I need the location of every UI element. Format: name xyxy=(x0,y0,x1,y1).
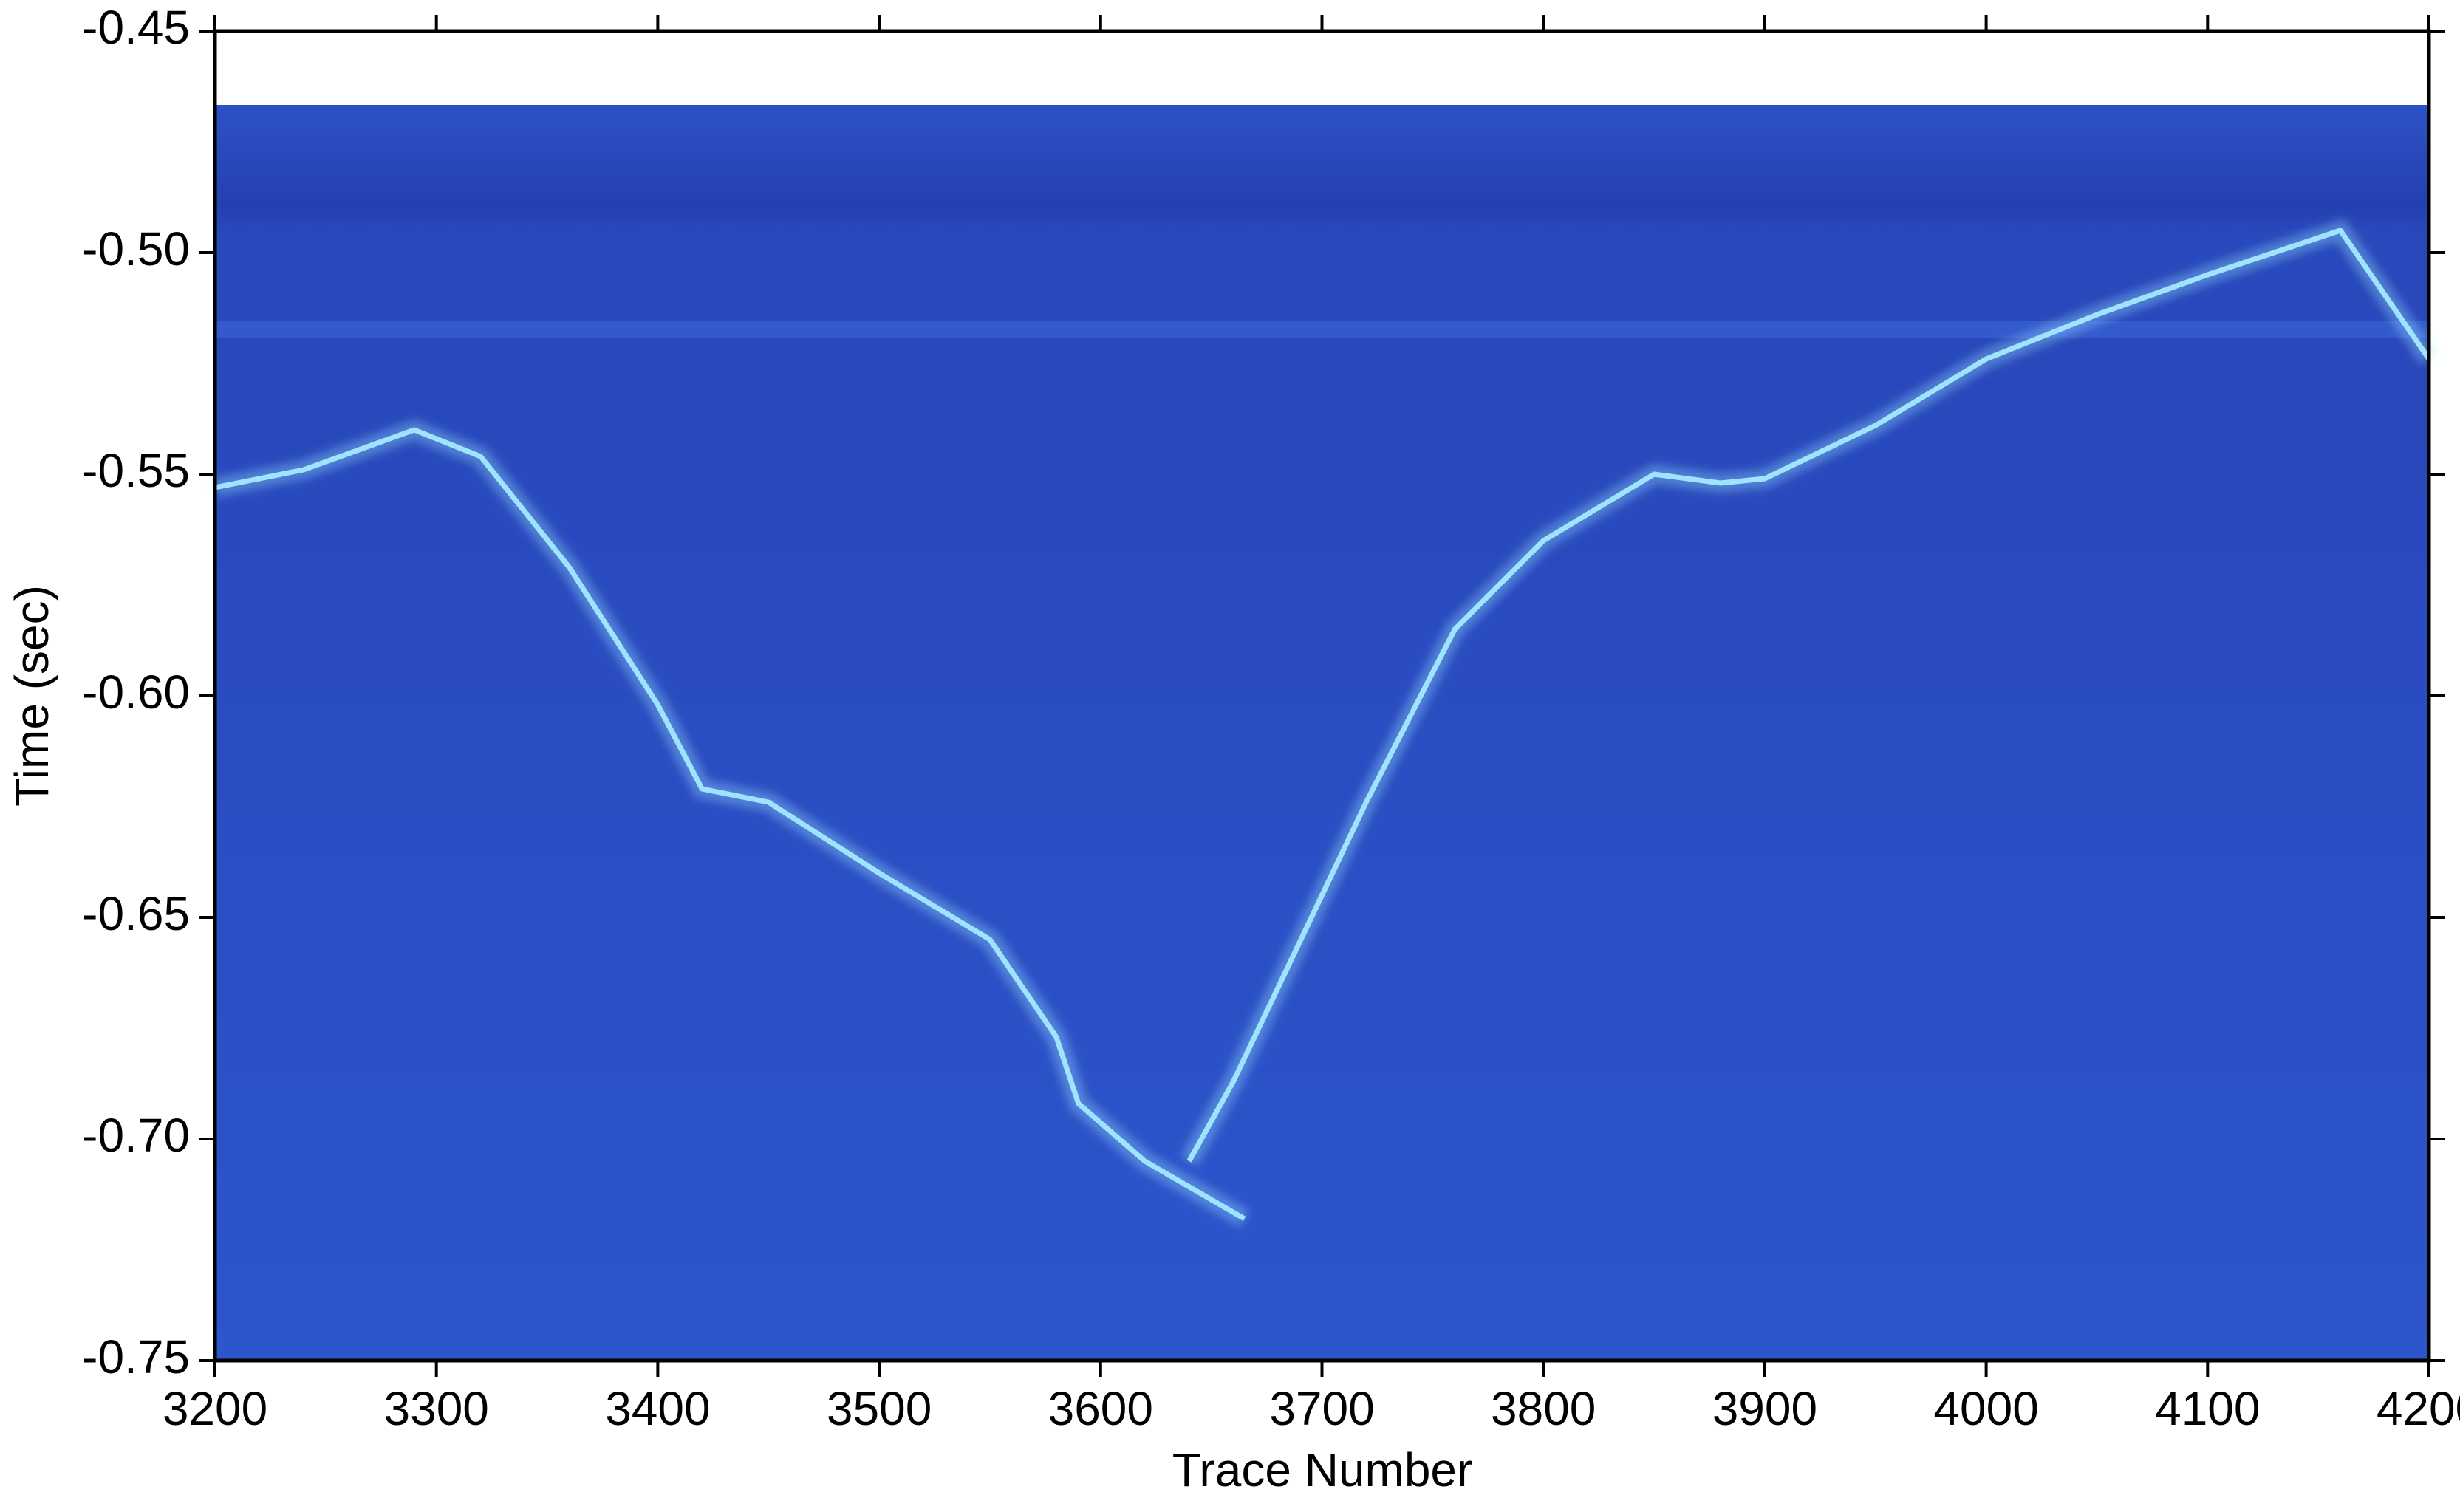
x-tick-label: 3600 xyxy=(1048,1382,1153,1435)
y-tick-label: -0.45 xyxy=(82,1,190,54)
plot-area xyxy=(215,105,2429,1361)
x-tick-label: 3900 xyxy=(1712,1382,1817,1435)
y-tick-label: -0.75 xyxy=(82,1330,190,1383)
y-tick-label: -0.50 xyxy=(82,222,190,276)
reflector-band xyxy=(215,321,2429,338)
reflector-line xyxy=(214,427,1246,1222)
x-tick-label: 3400 xyxy=(605,1382,710,1435)
y-tick-label: -0.70 xyxy=(82,1109,190,1162)
x-tick-label: 3500 xyxy=(827,1382,932,1435)
x-tick-label: 3200 xyxy=(163,1382,267,1435)
x-tick-label: 4100 xyxy=(2155,1382,2260,1435)
y-tick-label: -0.60 xyxy=(82,666,190,719)
y-tick-label: -0.55 xyxy=(82,444,190,497)
x-tick-label: 4000 xyxy=(1933,1382,2038,1435)
x-axis-label: Trace Number xyxy=(1172,1443,1473,1496)
reflector-line xyxy=(1186,228,2431,1163)
x-tick-label: 3800 xyxy=(1491,1382,1596,1435)
seismic-background xyxy=(215,105,2429,1361)
x-tick-label: 3700 xyxy=(1269,1382,1374,1435)
y-tick-label: -0.65 xyxy=(82,887,190,940)
x-tick-label: 4200 xyxy=(2377,1382,2460,1435)
x-tick-label: 3300 xyxy=(384,1382,489,1435)
y-axis-label: Time (sec) xyxy=(5,585,58,807)
